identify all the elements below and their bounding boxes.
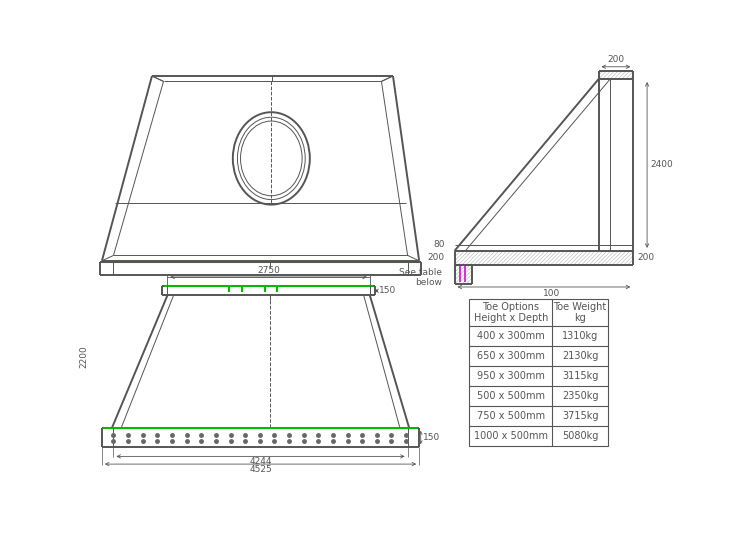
Text: 4244: 4244 — [249, 457, 272, 466]
Text: 200: 200 — [637, 253, 654, 262]
Text: 100: 100 — [543, 289, 560, 298]
Text: 400 x 300mm: 400 x 300mm — [477, 331, 545, 341]
Text: 150: 150 — [379, 287, 396, 295]
Text: 80: 80 — [433, 240, 445, 249]
Text: 200: 200 — [427, 253, 445, 262]
Bar — [469, 299, 607, 447]
Text: 1310kg: 1310kg — [562, 331, 598, 341]
Text: Toe Options
Height x Depth: Toe Options Height x Depth — [474, 301, 548, 323]
Text: 2350kg: 2350kg — [562, 392, 599, 402]
Text: 3715kg: 3715kg — [562, 411, 599, 421]
Text: See table
below: See table below — [399, 268, 442, 288]
Text: 150: 150 — [423, 433, 440, 442]
Text: 650 x 300mm: 650 x 300mm — [477, 351, 545, 361]
Text: 950 x 300mm: 950 x 300mm — [477, 371, 545, 381]
Text: 3115kg: 3115kg — [562, 371, 599, 381]
Text: 5080kg: 5080kg — [562, 431, 599, 441]
Text: 2400: 2400 — [650, 161, 673, 169]
Text: 2200: 2200 — [80, 346, 89, 368]
Text: 4525: 4525 — [249, 465, 272, 474]
Text: 200: 200 — [607, 56, 624, 64]
Text: Toe Weight
kg: Toe Weight kg — [554, 301, 607, 323]
Text: 500 x 500mm: 500 x 500mm — [477, 392, 545, 402]
Text: 2750: 2750 — [257, 266, 280, 276]
Text: 1000 x 500mm: 1000 x 500mm — [474, 431, 548, 441]
Text: 750 x 500mm: 750 x 500mm — [477, 411, 545, 421]
Text: 2130kg: 2130kg — [562, 351, 599, 361]
